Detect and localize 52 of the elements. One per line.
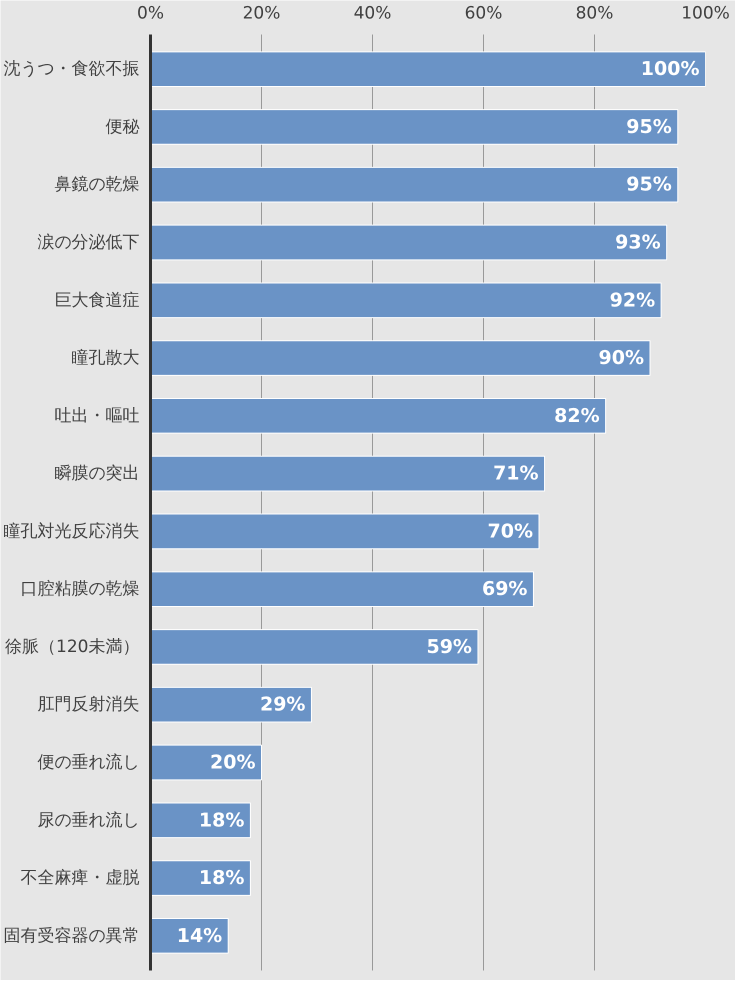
y-tick-label: 瞬膜の突出 — [54, 464, 140, 484]
y-tick-label: 便の垂れ流し — [38, 752, 140, 772]
data-label: 100% — [640, 58, 700, 80]
bar — [150, 744, 262, 780]
y-tick-label: 固有受容器の異常 — [4, 926, 140, 946]
y-tick-label: 鼻鏡の乾燥 — [54, 174, 140, 195]
data-label: 18% — [198, 867, 244, 890]
data-label: 95% — [626, 174, 672, 196]
x-tick-label: 60% — [464, 4, 502, 24]
data-label: 20% — [210, 752, 256, 774]
y-tick-label: 吐出・嘔吐 — [54, 406, 140, 426]
y-tick-label: 涙の分泌低下 — [38, 232, 140, 252]
bar — [150, 514, 540, 550]
y-tick-label: 口腔粘膜の乾燥 — [20, 579, 140, 600]
data-label: 18% — [198, 809, 244, 832]
bar — [150, 686, 312, 723]
data-label: 93% — [615, 232, 661, 254]
y-tick-label: 肛門反射消失 — [38, 694, 140, 715]
data-label: 90% — [598, 347, 644, 370]
bar — [150, 166, 678, 203]
bar — [150, 282, 662, 318]
bar — [150, 571, 534, 607]
data-label: 29% — [260, 694, 306, 716]
bar — [150, 629, 478, 665]
bar — [150, 51, 706, 87]
data-label: 95% — [626, 116, 672, 138]
y-tick-label: 不全麻痺・虚脱 — [20, 868, 140, 888]
x-tick-label: 20% — [242, 4, 280, 24]
x-tick-label: 80% — [576, 4, 614, 24]
data-label: 92% — [610, 289, 656, 312]
data-label: 14% — [176, 924, 222, 947]
data-label: 82% — [554, 404, 600, 427]
y-tick-label: 沈うつ・食欲不振 — [4, 59, 140, 80]
bar — [150, 398, 606, 434]
x-tick-label: 40% — [354, 4, 392, 24]
bar — [150, 109, 678, 145]
y-tick-label: 巨大食道症 — [54, 290, 140, 310]
y-tick-label: 尿の垂れ流し — [38, 810, 140, 830]
bar — [150, 340, 650, 376]
bar — [150, 456, 546, 492]
data-label: 69% — [482, 578, 528, 600]
y-tick-label: 瞳孔散大 — [72, 348, 140, 368]
data-label: 70% — [488, 520, 534, 542]
y-tick-label: 便秘 — [106, 116, 140, 137]
bar — [150, 860, 251, 896]
bar — [150, 224, 668, 260]
x-tick-label: 0% — [137, 4, 164, 24]
data-label: 59% — [426, 636, 472, 658]
x-tick-label: 100% — [681, 4, 730, 24]
y-tick-label: 徐脈（120未満） — [5, 636, 140, 657]
data-label: 71% — [493, 462, 539, 485]
y-tick-label: 瞳孔対光反応消失 — [4, 521, 140, 542]
